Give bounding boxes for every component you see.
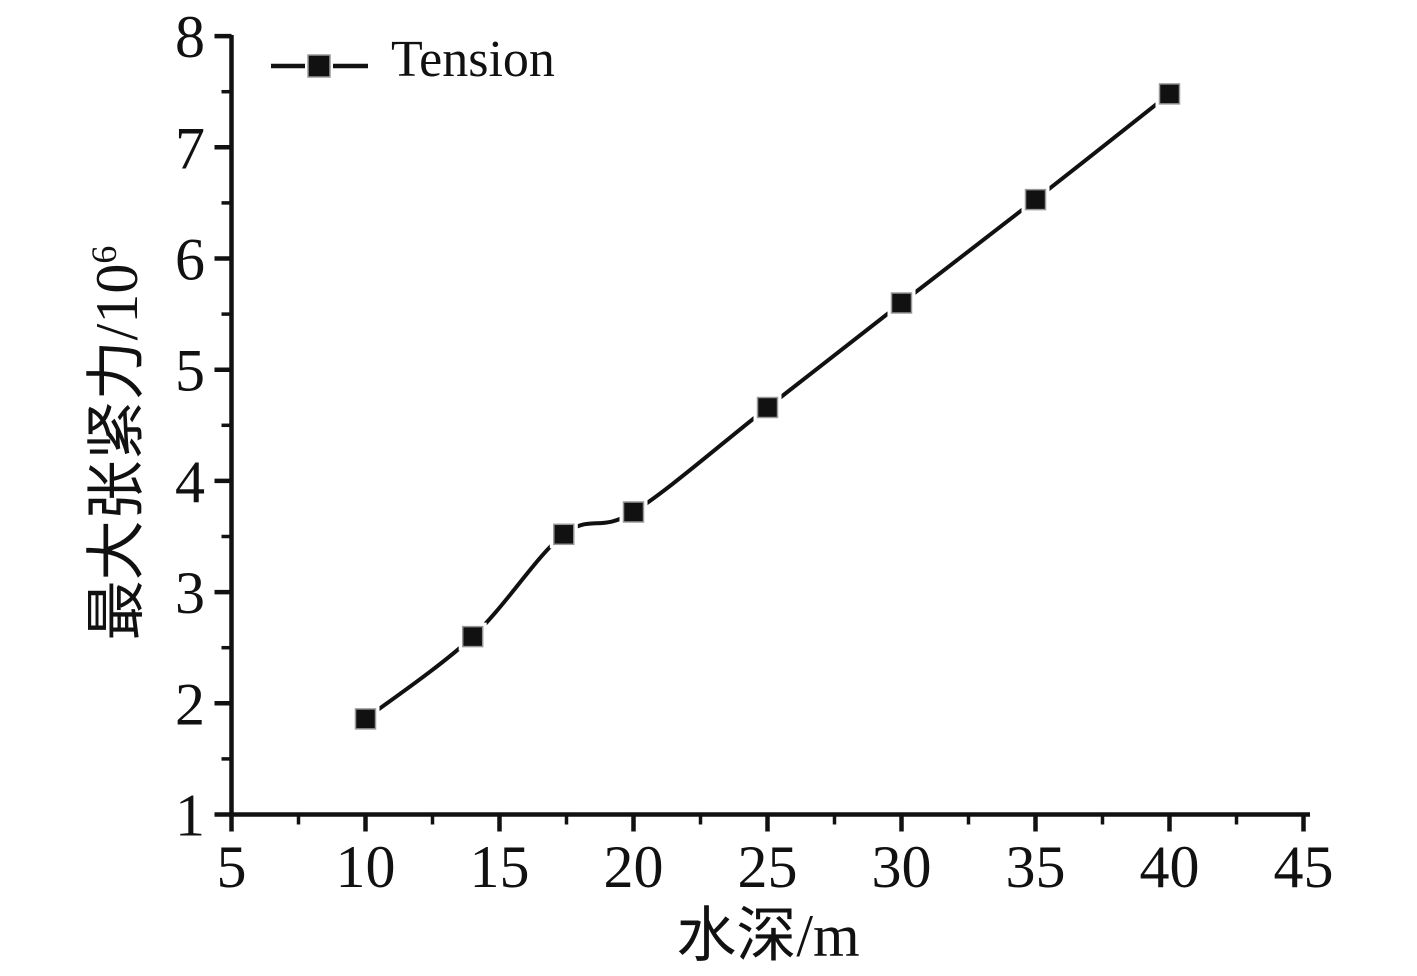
data-point-marker [354,708,377,730]
y-axis-tick-label: 2 [175,671,205,737]
x-axis-title: 水深/m [468,900,1068,972]
data-point-marker [622,501,645,523]
y-axis-tick-label: 5 [175,338,205,404]
x-axis-tick-label: 5 [217,834,247,900]
x-axis-tick-label: 10 [336,834,396,900]
y-axis-tick-label: 4 [175,449,205,515]
x-axis-tick-label: 45 [1274,834,1334,900]
x-axis-tick-label: 40 [1140,834,1200,900]
x-axis [229,814,1306,832]
legend: Tension [271,31,555,88]
data-point-marker [756,396,779,419]
x-axis-tick-label: 35 [1006,834,1066,900]
y-axis-title-text: 最大张紧力/10 [84,263,150,641]
data-point-marker [1024,188,1047,211]
y-axis-title-superscript: 6 [84,245,124,264]
y-axis-tick-label: 7 [175,115,205,181]
x-axis-title-text: 水深/m [676,903,860,969]
x-axis-tick-label: 30 [872,834,932,900]
y-axis-tick-label: 1 [175,783,205,849]
x-axis-tick-label: 25 [738,834,798,900]
data-point-marker [1158,83,1181,105]
data-point-marker [890,292,913,314]
legend-entry-label: Tension [391,31,555,88]
x-axis-tick-label: 15 [470,834,530,900]
data-point-marker [461,625,484,648]
legend-square-marker-icon [307,54,331,78]
y-axis-title: 最大张紧力/106 [77,133,157,753]
x-axis-tick-label: 20 [604,834,664,900]
series-tension [351,79,1184,733]
y-axis-tick-label: 8 [175,4,205,70]
axes [214,33,1310,832]
data-point-marker [553,523,575,546]
y-axis-tick-label: 6 [175,227,205,293]
y-axis-tick-label: 3 [175,560,205,626]
y-axis [214,33,232,817]
